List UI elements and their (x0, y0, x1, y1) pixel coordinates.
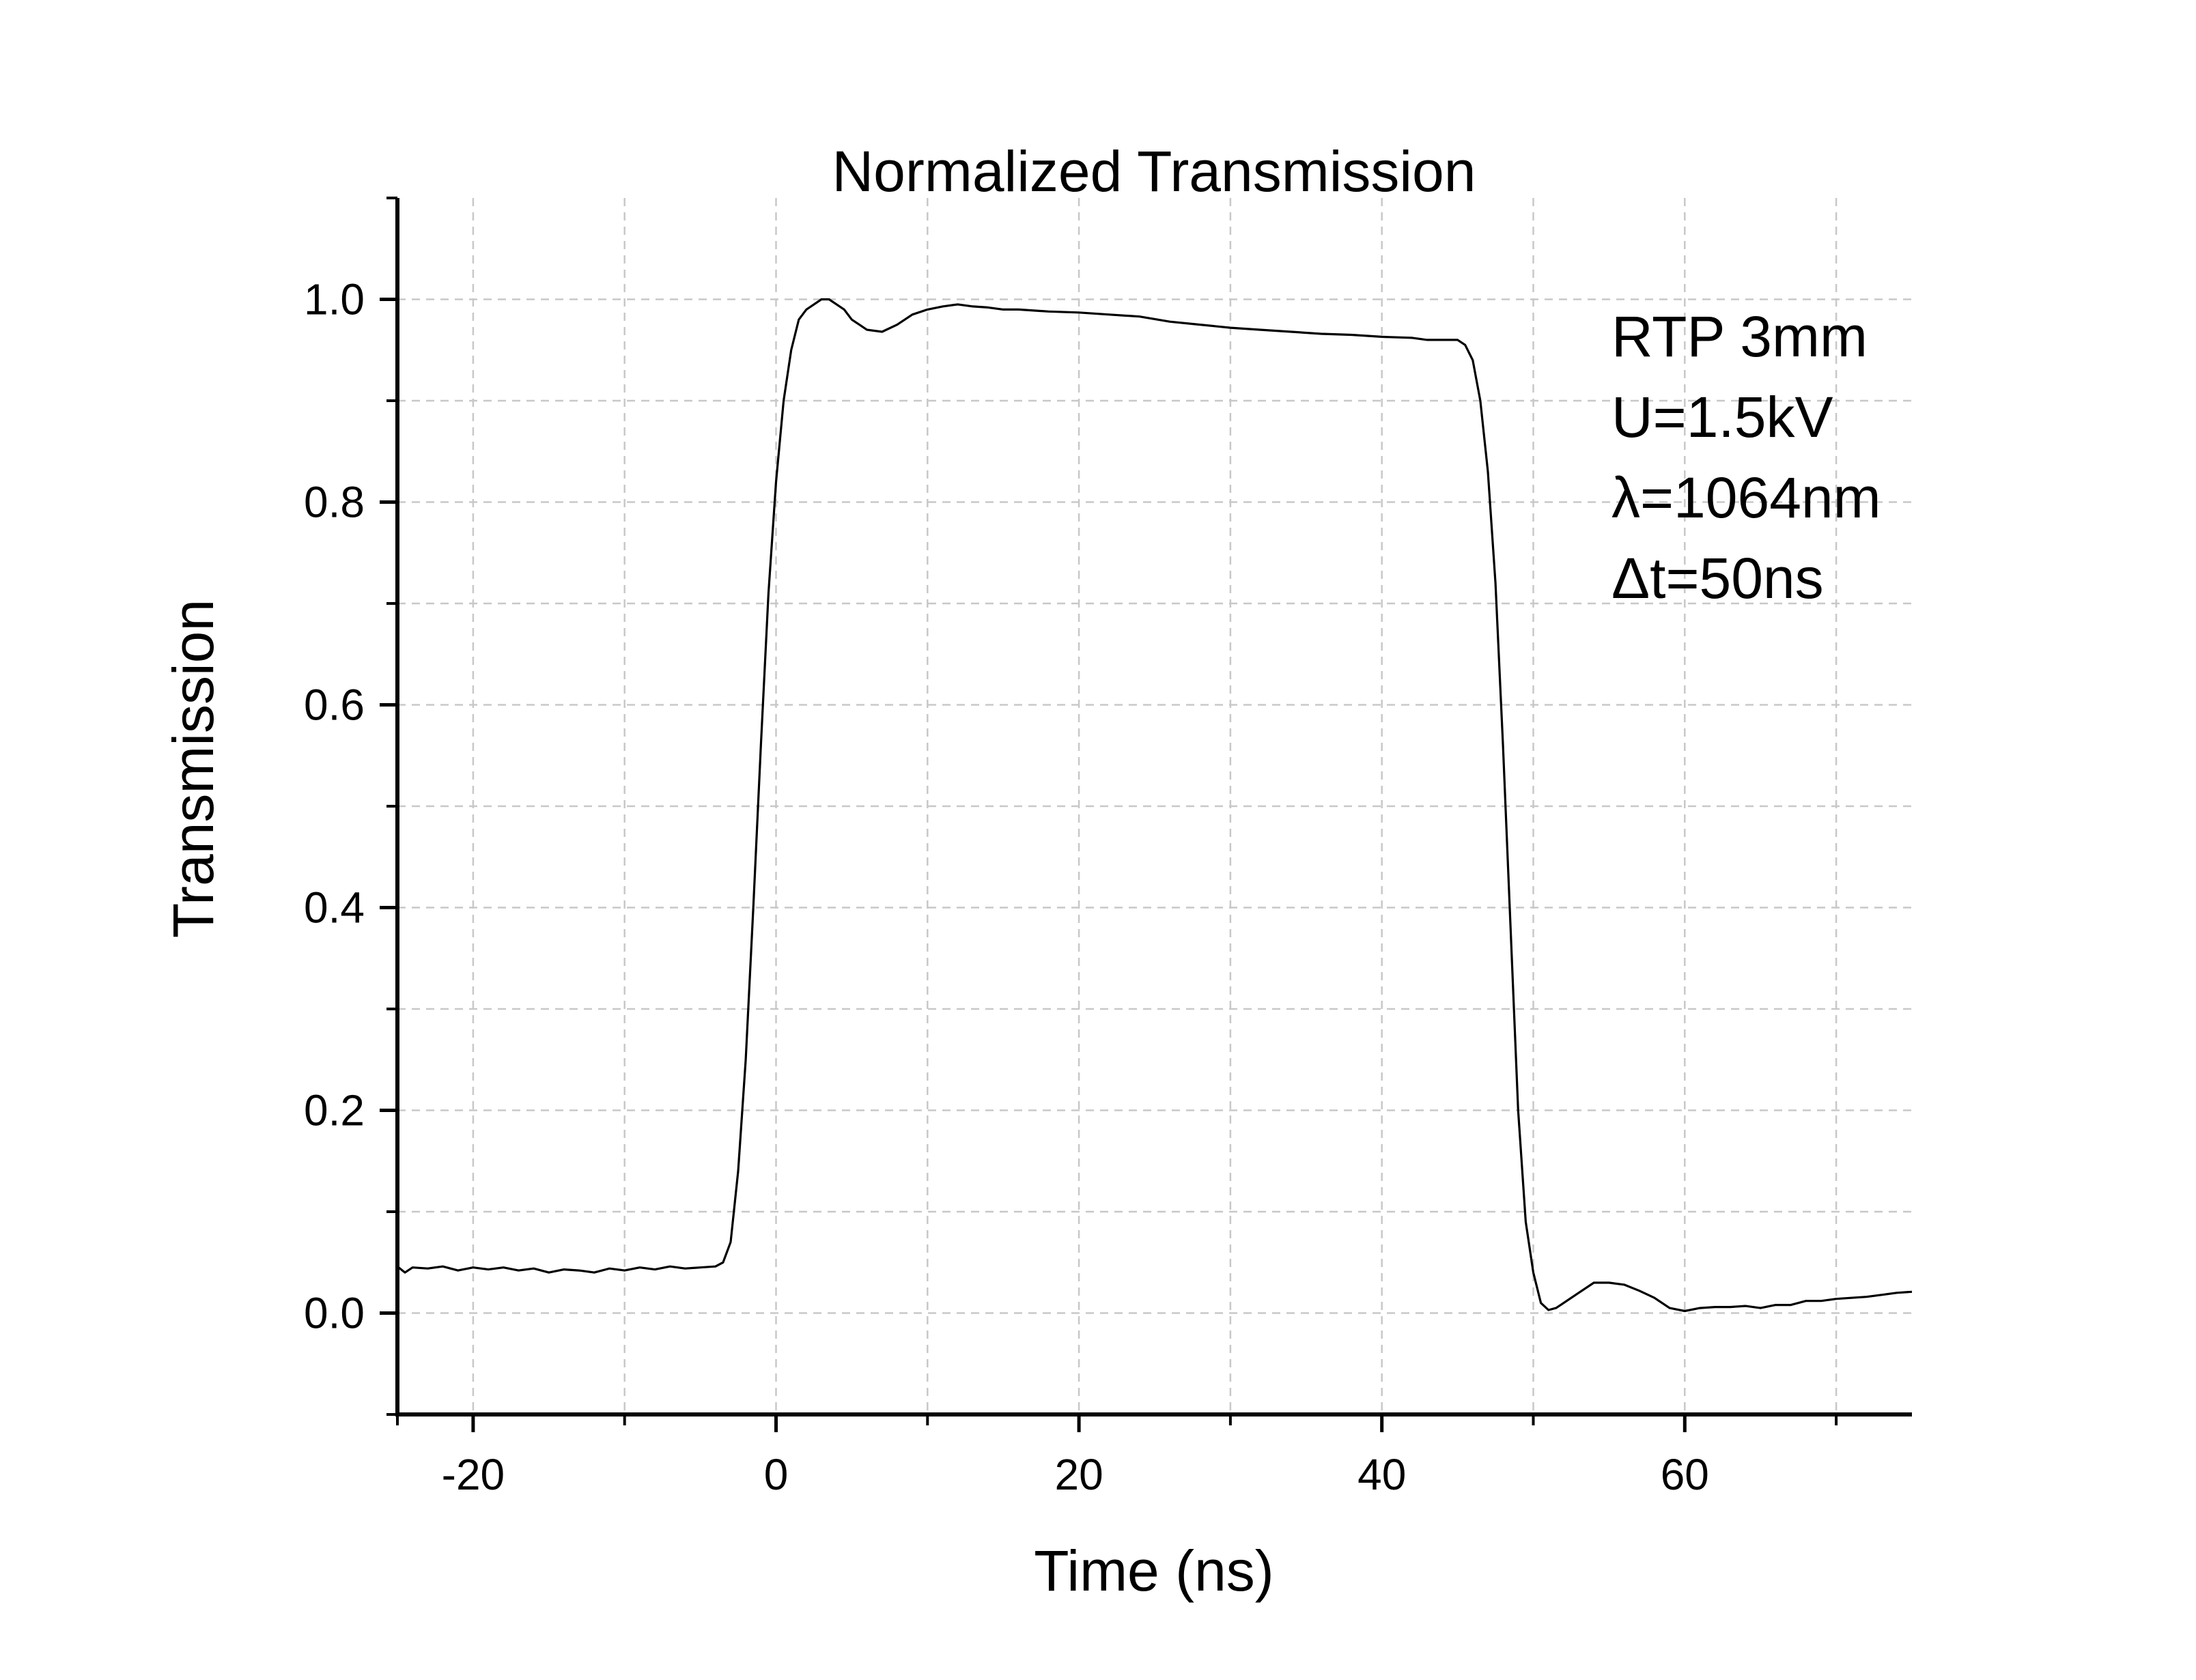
annotation-pulse-width: Δt=50ns (1611, 546, 1824, 610)
y-tick-label: 0.0 (304, 1289, 365, 1338)
y-tick-label: 0.8 (304, 478, 365, 527)
transmission-series-line (396, 298, 1913, 1313)
annotation-block: RTP 3mm U=1.5kV λ=1064nm Δt=50ns (1611, 304, 1881, 610)
tick-marks (380, 197, 1838, 1432)
x-axis-label: Time (ns) (1034, 1539, 1274, 1603)
annotation-voltage: U=1.5kV (1611, 385, 1833, 449)
series-layer (396, 298, 1913, 1313)
x-tick-label: -20 (442, 1450, 505, 1499)
annotation-wavelength: λ=1064nm (1611, 466, 1881, 530)
grid (397, 198, 1912, 1414)
y-tick-label: 0.4 (304, 883, 365, 932)
y-axis-label: Transmission (161, 599, 225, 938)
x-tick-label: 60 (1661, 1450, 1709, 1499)
y-tick-label: 0.6 (304, 681, 365, 730)
tick-labels: -20 0 20 40 60 0.0 0.2 0.4 0.6 0.8 1.0 (304, 275, 1709, 1500)
x-tick-label: 0 (764, 1450, 789, 1499)
annotation-crystal: RTP 3mm (1611, 304, 1868, 369)
x-tick-label: 40 (1357, 1450, 1406, 1499)
x-tick-label: 20 (1055, 1450, 1103, 1499)
y-tick-label: 1.0 (304, 275, 365, 324)
chart-title: Normalized Transmission (832, 139, 1476, 203)
y-tick-label: 0.2 (304, 1086, 365, 1135)
